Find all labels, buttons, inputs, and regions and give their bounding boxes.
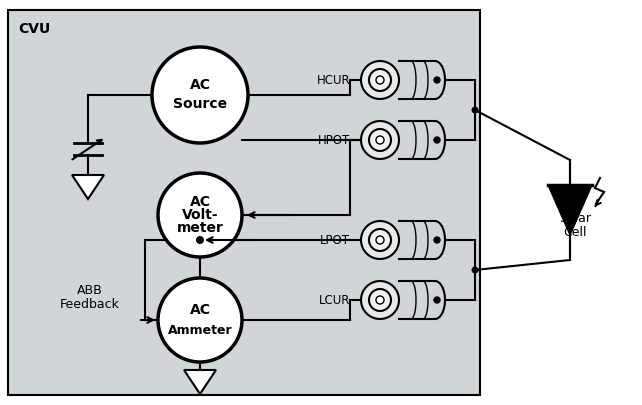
- Polygon shape: [184, 370, 216, 394]
- Circle shape: [361, 61, 399, 99]
- Text: HPOT: HPOT: [318, 134, 350, 147]
- Text: Volt-: Volt-: [182, 208, 218, 222]
- Circle shape: [152, 47, 248, 143]
- Circle shape: [434, 237, 440, 243]
- Circle shape: [369, 129, 391, 151]
- Polygon shape: [548, 185, 592, 235]
- Text: Ammeter: Ammeter: [168, 324, 232, 337]
- Circle shape: [376, 76, 384, 84]
- Text: Feedback: Feedback: [60, 298, 120, 311]
- Text: AC: AC: [189, 195, 211, 209]
- Circle shape: [361, 121, 399, 159]
- Text: AC: AC: [189, 78, 211, 92]
- Circle shape: [376, 236, 384, 244]
- Text: Cell: Cell: [563, 226, 587, 239]
- Circle shape: [196, 236, 204, 244]
- Circle shape: [471, 107, 478, 113]
- Text: LCUR: LCUR: [318, 294, 350, 307]
- Polygon shape: [72, 175, 104, 199]
- Circle shape: [434, 297, 440, 303]
- Text: AC: AC: [189, 303, 211, 317]
- Circle shape: [376, 136, 384, 144]
- Circle shape: [434, 137, 440, 143]
- Circle shape: [434, 77, 440, 83]
- Circle shape: [158, 173, 242, 257]
- Circle shape: [158, 278, 242, 362]
- Circle shape: [376, 296, 384, 304]
- Circle shape: [369, 69, 391, 91]
- Circle shape: [369, 289, 391, 311]
- Circle shape: [471, 266, 478, 273]
- Text: Source: Source: [173, 97, 227, 111]
- Text: CVU: CVU: [18, 22, 50, 36]
- Circle shape: [361, 221, 399, 259]
- Circle shape: [361, 281, 399, 319]
- Text: HCUR: HCUR: [317, 73, 350, 87]
- FancyBboxPatch shape: [8, 10, 480, 395]
- Text: Solar: Solar: [559, 211, 591, 224]
- Text: ABB: ABB: [77, 284, 103, 296]
- Text: meter: meter: [177, 221, 223, 235]
- Text: LPOT: LPOT: [320, 234, 350, 247]
- Circle shape: [369, 229, 391, 251]
